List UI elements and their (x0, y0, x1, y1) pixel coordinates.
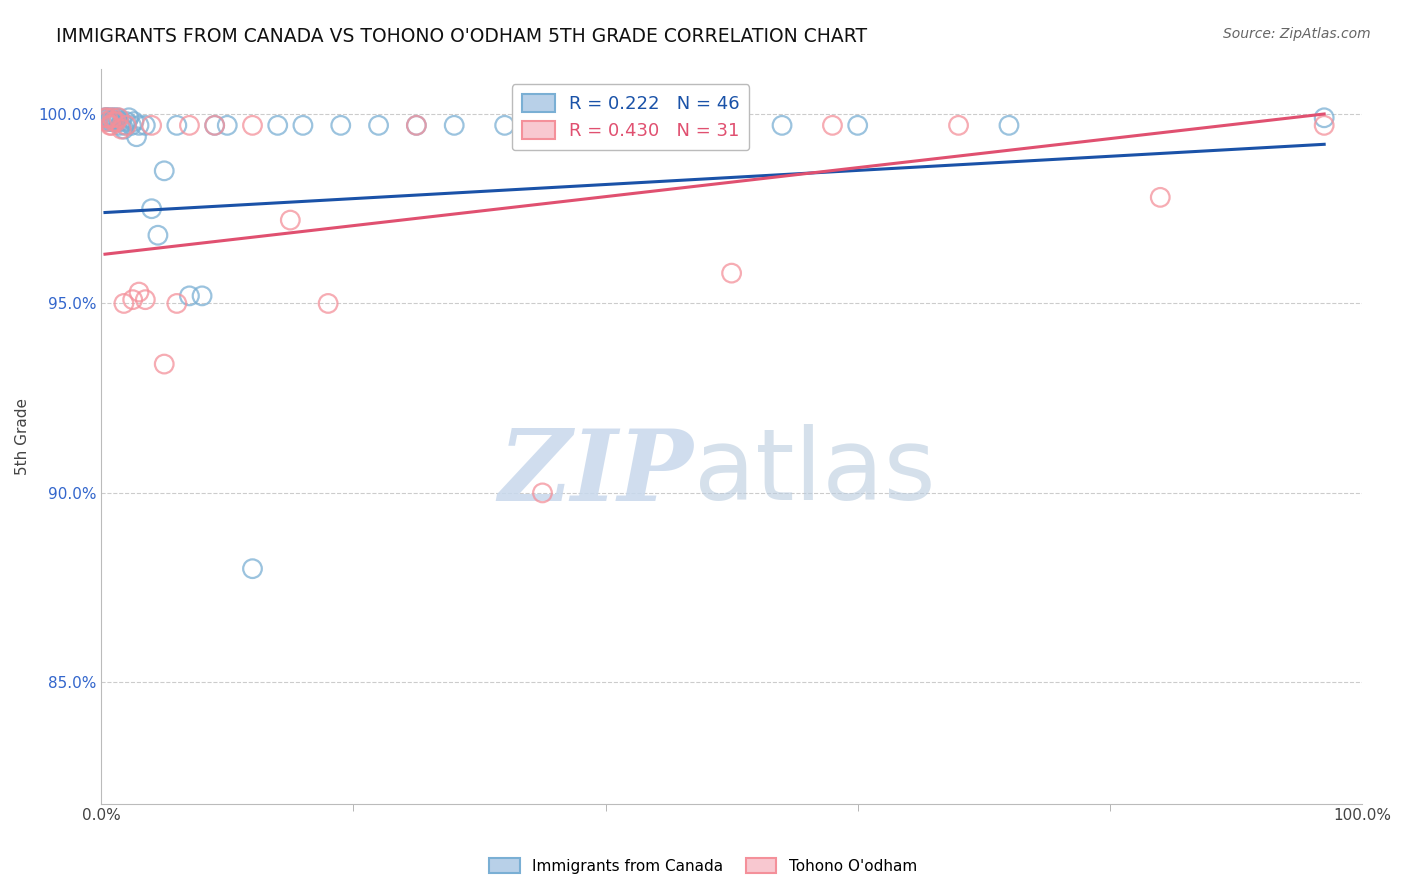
Point (134, 293, 156, 307)
Point (94, 111, 117, 125)
Point (105, 114, 128, 128)
Y-axis label: 5th Grade: 5th Grade (15, 398, 30, 475)
Point (120, 119, 142, 133)
Point (1313, 111, 1336, 125)
Point (104, 111, 127, 125)
Point (204, 119, 226, 133)
Point (100, 114, 122, 128)
Point (695, 119, 717, 133)
Point (217, 119, 239, 133)
Point (291, 119, 314, 133)
Point (166, 119, 188, 133)
Point (101, 111, 124, 125)
Point (998, 119, 1021, 133)
Point (153, 357, 176, 371)
Point (115, 114, 138, 128)
Point (134, 119, 156, 133)
Point (141, 202, 163, 216)
Text: IMMIGRANTS FROM CANADA VS TOHONO O'ODHAM 5TH GRADE CORRELATION CHART: IMMIGRANTS FROM CANADA VS TOHONO O'ODHAM… (56, 27, 868, 45)
Point (128, 285, 150, 299)
Point (103, 114, 125, 128)
Point (443, 119, 465, 133)
Point (770, 119, 793, 133)
Point (166, 296, 188, 310)
Point (242, 562, 264, 576)
Point (115, 119, 138, 133)
Point (96, 114, 118, 128)
Point (125, 129, 148, 144)
Point (110, 122, 132, 136)
Point (103, 114, 125, 128)
Point (96, 111, 118, 125)
Point (141, 119, 163, 133)
Point (153, 164, 176, 178)
Point (121, 293, 143, 307)
Point (96, 111, 118, 125)
Point (620, 119, 643, 133)
Point (98, 119, 121, 133)
Point (1149, 190, 1171, 204)
Text: ZIP: ZIP (499, 425, 693, 521)
Point (316, 296, 339, 310)
Point (107, 111, 129, 125)
Point (118, 111, 141, 125)
Point (405, 119, 427, 133)
Point (105, 114, 128, 128)
Point (146, 228, 169, 243)
Point (97, 114, 120, 128)
Point (720, 266, 742, 280)
Point (544, 119, 567, 133)
Point (98, 111, 121, 125)
Legend: R = 0.222   N = 46, R = 0.430   N = 31: R = 0.222 N = 46, R = 0.430 N = 31 (512, 84, 749, 150)
Point (278, 213, 301, 227)
Point (108, 119, 131, 133)
Point (191, 289, 214, 303)
Point (948, 119, 970, 133)
Text: Source: ZipAtlas.com: Source: ZipAtlas.com (1223, 27, 1371, 41)
Point (101, 111, 124, 125)
Point (329, 119, 352, 133)
Point (1313, 119, 1336, 133)
Legend: Immigrants from Canada, Tohono O'odham: Immigrants from Canada, Tohono O'odham (484, 852, 922, 880)
Point (367, 119, 389, 133)
Point (112, 122, 135, 136)
Point (179, 289, 201, 303)
Point (242, 119, 264, 133)
Point (267, 119, 290, 133)
Point (821, 119, 844, 133)
Point (108, 114, 131, 128)
Point (110, 114, 132, 128)
Point (112, 296, 135, 310)
Point (494, 119, 516, 133)
Point (179, 119, 201, 133)
Point (128, 119, 150, 133)
Point (96, 111, 118, 125)
Point (405, 119, 427, 133)
Point (122, 114, 145, 128)
Point (100, 119, 122, 133)
Point (846, 119, 869, 133)
Point (94, 111, 117, 125)
Point (531, 486, 554, 500)
Point (204, 119, 226, 133)
Point (114, 119, 136, 133)
Point (620, 119, 643, 133)
Text: atlas: atlas (693, 425, 935, 521)
Point (108, 111, 131, 125)
